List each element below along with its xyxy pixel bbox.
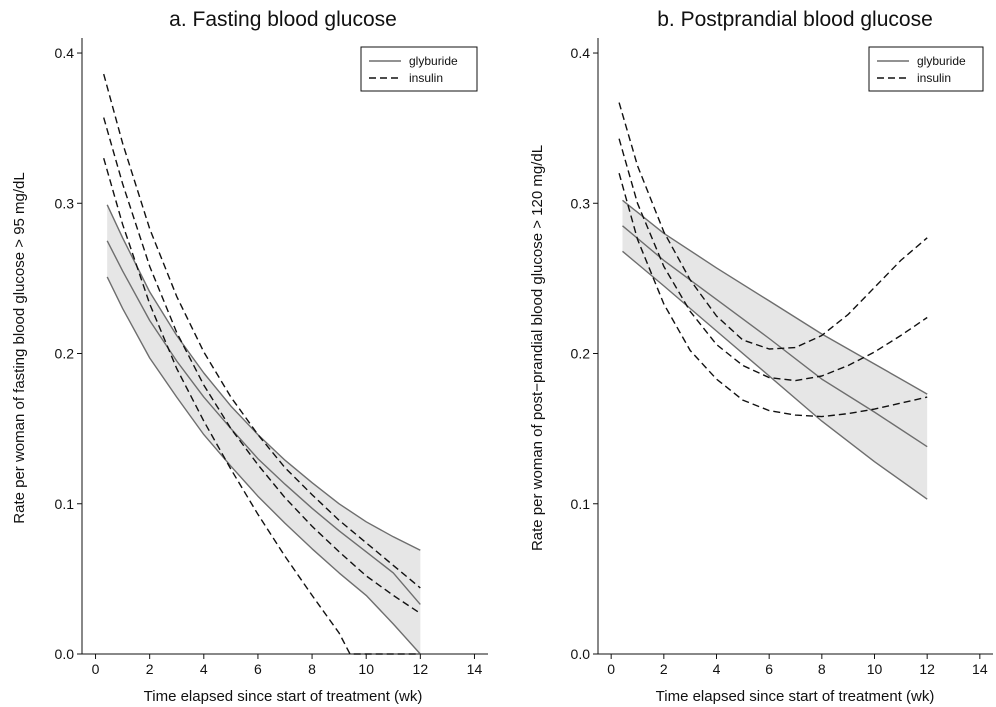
y-tick-label: 0.1	[571, 496, 591, 512]
panel-title: b. Postprandial blood glucose	[657, 8, 933, 31]
y-tick-label: 0.4	[571, 45, 591, 61]
x-tick-label: 10	[358, 661, 374, 677]
x-tick-label: 8	[818, 661, 826, 677]
glyburide-ci-band	[622, 200, 928, 500]
x-tick-label: 2	[660, 661, 668, 677]
glyburide-estimate-line	[106, 240, 421, 605]
plot-area: 0.0 0.1 0.2 0.3 0.4 0 2 4 6 8 10 12 14 glyburide insul…	[571, 38, 993, 677]
x-tick-label: 4	[200, 661, 208, 677]
panel-fasting: a. Fasting blood glucose Time elapsed si…	[11, 8, 488, 705]
legend-box	[868, 46, 984, 92]
glyburide-ci-band	[107, 204, 421, 654]
insulin-estimate-line	[103, 117, 421, 614]
x-tick-label: 0	[92, 661, 100, 677]
y-tick-label: 0.3	[55, 195, 75, 211]
legend-box	[360, 46, 478, 92]
glyburide-estimate-line	[622, 225, 928, 448]
x-tick-label: 6	[765, 661, 773, 677]
x-axis-label: Time elapsed since start of treatment (w…	[656, 688, 935, 705]
x-tick-label: 12	[413, 661, 429, 677]
glyburide-ci-upper-line	[106, 204, 421, 551]
glyburide-ci-lower-line	[106, 276, 421, 655]
insulin-ci-lower-line	[618, 173, 928, 418]
glyburide-ci-upper-line	[622, 199, 928, 395]
y-tick-label: 0.0	[571, 646, 591, 662]
x-tick-label: 0	[607, 661, 615, 677]
insulin-estimate-line	[618, 138, 928, 382]
y-tick-label: 0.0	[55, 646, 75, 662]
panel-postprandial: b. Postprandial blood glucose Time elaps…	[529, 8, 993, 705]
y-tick-label: 0.1	[55, 496, 75, 512]
x-axis-label: Time elapsed since start of treatment (w…	[144, 688, 423, 705]
y-tick-label: 0.2	[571, 346, 591, 362]
glyburide-ci-lower-line	[622, 250, 928, 500]
legend-label-insulin: insulin	[917, 71, 951, 85]
legend-label-glyburide: glyburide	[409, 54, 458, 68]
legend-label-glyburide: glyburide	[917, 54, 966, 68]
x-tick-label: 8	[308, 661, 316, 677]
plot-area: 0.0 0.1 0.2 0.3 0.4 0 2 4 6 8 10 12 14 glyburide insul…	[55, 38, 488, 677]
legend-label-insulin: insulin	[409, 71, 443, 85]
x-tick-label: 4	[713, 661, 721, 677]
x-tick-label: 14	[467, 661, 483, 677]
x-tick-label: 6	[254, 661, 262, 677]
y-axis-label: Rate per woman of fasting blood glucose …	[11, 172, 28, 523]
x-tick-label: 12	[919, 661, 935, 677]
x-tick-label: 2	[146, 661, 154, 677]
x-tick-label: 10	[867, 661, 883, 677]
panel-title: a. Fasting blood glucose	[169, 8, 397, 31]
y-tick-label: 0.2	[55, 346, 75, 362]
y-axis-label: Rate per woman of post−prandial blood gl…	[529, 145, 546, 551]
insulin-ci-upper-line	[618, 102, 928, 350]
y-tick-label: 0.4	[55, 45, 75, 61]
y-tick-label: 0.3	[571, 195, 591, 211]
x-tick-label: 14	[972, 661, 988, 677]
